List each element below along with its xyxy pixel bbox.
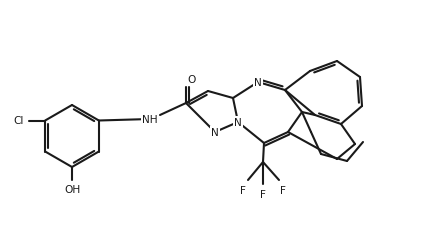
Text: F: F <box>280 185 286 195</box>
Text: N: N <box>211 128 219 137</box>
Text: NH: NH <box>142 115 158 125</box>
Text: F: F <box>260 189 266 199</box>
Text: O: O <box>188 75 196 85</box>
Text: Cl: Cl <box>13 116 23 126</box>
Text: N: N <box>254 78 262 88</box>
Text: OH: OH <box>64 184 80 194</box>
Text: N: N <box>234 118 242 128</box>
Text: F: F <box>240 185 246 195</box>
